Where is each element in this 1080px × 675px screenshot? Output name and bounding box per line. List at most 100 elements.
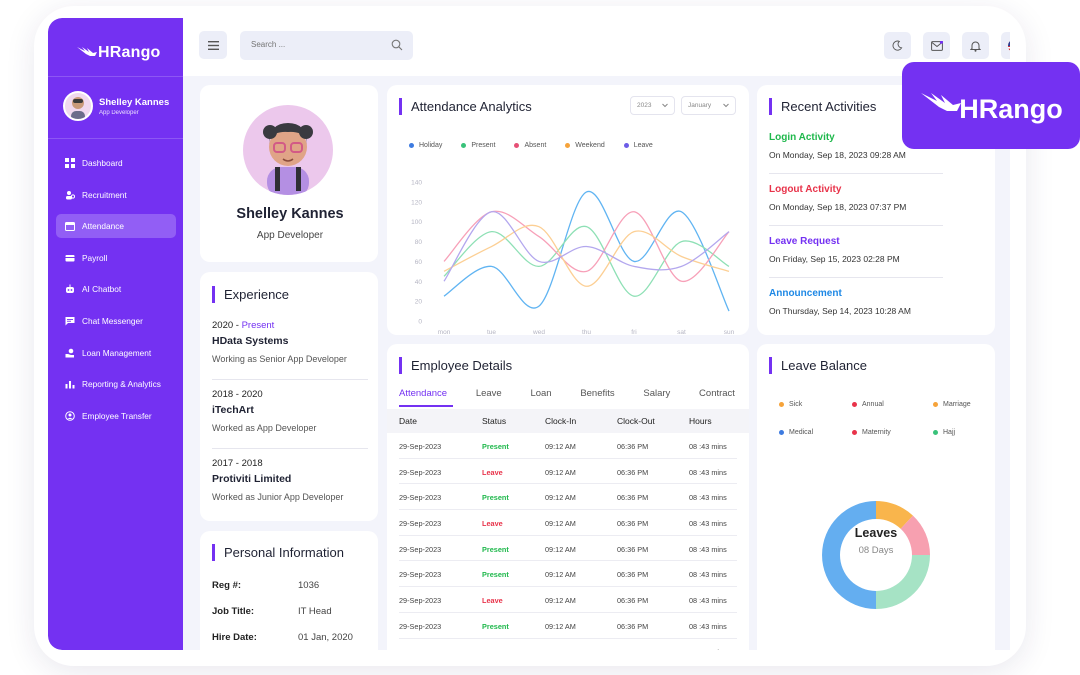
- leave-legend-item[interactable]: Hajj: [933, 429, 955, 436]
- sidebar-item-chat-messenger[interactable]: Chat Messenger: [56, 309, 176, 333]
- activity-item[interactable]: Leave Request On Friday, Sep 15, 2023 02…: [769, 236, 943, 264]
- experience-years-range: 2018 - 2020: [212, 389, 263, 400]
- attendance-line-chart: 140 120 100 80 60 40 20 0 mon tue wed thu fri sat sun: [411, 180, 735, 336]
- activity-item[interactable]: Login Activity On Monday, Sep 18, 2023 0…: [769, 132, 943, 160]
- theme-toggle-button[interactable]: [884, 32, 911, 59]
- calendar-icon: [65, 221, 75, 232]
- leave-legend-item[interactable]: Sick: [779, 401, 802, 408]
- cell-clock-out: 06:36 PM: [617, 596, 649, 606]
- legend-item[interactable]: Absent: [514, 142, 546, 149]
- leave-legend-item[interactable]: Maternity: [852, 429, 891, 436]
- donut-slice-blue[interactable]: [822, 501, 876, 609]
- personal-info-value: 1036: [298, 580, 320, 591]
- table-row[interactable]: 29-Sep-2023 Leave 09:12 AM 06:36 PM 08 :…: [399, 587, 737, 613]
- table-row[interactable]: 29-Sep-2023 Present 09:12 AM 06:36 PM 08…: [399, 433, 737, 459]
- column-header-hours[interactable]: Hours: [689, 416, 712, 426]
- experience-role: Worked as App Developer: [212, 423, 317, 433]
- sidebar-item-payroll[interactable]: Payroll: [56, 246, 176, 270]
- activity-time: On Monday, Sep 18, 2023 09:28 AM: [769, 150, 906, 160]
- sidebar-item-reporting-analytics[interactable]: Reporting & Analytics: [56, 372, 176, 396]
- x-tick-label: sun: [724, 329, 735, 335]
- cell-hours: 08 :43 mins: [689, 519, 727, 529]
- activity-time: On Monday, Sep 18, 2023 07:37 PM: [769, 202, 907, 212]
- sidebar-item-recruitment[interactable]: Recruitment: [56, 183, 176, 207]
- experience-years-range: 2017 - 2018: [212, 458, 263, 469]
- column-header-date[interactable]: Date: [399, 416, 417, 426]
- sidebar-item-loan-management[interactable]: Loan Management: [56, 341, 176, 365]
- sidebar-item-dashboard[interactable]: Dashboard: [56, 151, 176, 175]
- chevron-down-icon: [662, 103, 668, 108]
- donut-slice-green[interactable]: [876, 555, 930, 609]
- users-icon: [65, 190, 75, 200]
- donut-slice-orange[interactable]: [876, 501, 913, 529]
- cell-status: Present: [482, 621, 509, 631]
- tab-loan[interactable]: Loan: [530, 388, 552, 399]
- table-row[interactable]: 29-Sep-2023 Present 09:12 AM 06:36 PM 08…: [399, 484, 737, 511]
- sidebar-profile[interactable]: Shelley Kannes App Developer: [63, 91, 169, 121]
- cell-status: Leave: [482, 648, 503, 651]
- legend-label: Absent: [524, 142, 547, 149]
- notifications-button[interactable]: [962, 32, 989, 59]
- table-row[interactable]: 29-Sep-2023 Leave 09:12 AM 06:36 PM 08 :…: [399, 510, 737, 536]
- profile-role: App Developer: [256, 230, 324, 241]
- search-box[interactable]: [240, 31, 413, 60]
- table-row[interactable]: 29-Sep-2023 Leave 09:12 AM 06:36 PM 08 :…: [399, 459, 737, 485]
- activity-divider: [769, 225, 943, 226]
- tab-benefits[interactable]: Benefits: [580, 388, 615, 399]
- activity-item[interactable]: Logout Activity On Monday, Sep 18, 2023 …: [769, 184, 943, 212]
- leave-legend-item[interactable]: Marriage: [933, 401, 971, 408]
- table-row[interactable]: 29-Sep-2023 Present 09:12 AM 06:36 PM 08…: [399, 536, 737, 562]
- activity-item[interactable]: Announcement On Thursday, Sep 14, 2023 1…: [769, 288, 943, 316]
- year-select[interactable]: 2023: [630, 96, 675, 115]
- tab-leave[interactable]: Leave: [475, 388, 502, 399]
- sidebar-item-label: Recruitment: [82, 189, 127, 200]
- language-button[interactable]: [1001, 32, 1010, 59]
- legend-dot: [461, 143, 467, 148]
- legend-item[interactable]: Holiday: [409, 142, 442, 149]
- messages-button[interactable]: [923, 32, 950, 59]
- table-row[interactable]: 29-Sep-2023 Leave 09:12 AM 06:36 PM 08 :…: [399, 639, 737, 651]
- cell-status: Present: [482, 544, 509, 554]
- search-icon[interactable]: [391, 39, 403, 51]
- column-header-status[interactable]: Status: [482, 416, 507, 426]
- transfer-icon: [65, 410, 75, 421]
- activity-divider: [769, 173, 943, 174]
- legend-item[interactable]: Present: [461, 142, 495, 149]
- cell-clock-in: 09:12 AM: [545, 467, 576, 477]
- bar-chart-icon: [65, 379, 75, 389]
- table-row[interactable]: 29-Sep-2023 Present 09:12 AM 06:36 PM 08…: [399, 613, 737, 639]
- leave-legend-item[interactable]: Medical: [779, 429, 813, 436]
- loan-icon: [65, 348, 75, 358]
- sidebar-item-employee-transfer[interactable]: Employee Transfer: [56, 404, 176, 428]
- leave-legend-item[interactable]: Annual: [852, 401, 884, 408]
- brand-logo[interactable]: HRango: [76, 38, 161, 68]
- experience-years: 2017 - 2018: [212, 458, 368, 469]
- tab-contract[interactable]: Contract: [699, 388, 735, 399]
- badge-brand-name: HRango: [959, 94, 1063, 124]
- cell-hours: 08 :43 mins: [689, 596, 727, 606]
- wallet-icon: [65, 253, 75, 263]
- legend-label: Hajj: [943, 429, 956, 436]
- experience-role: Working as Senior App Developer: [212, 354, 347, 364]
- legend-item[interactable]: Weekend: [565, 142, 605, 149]
- leave-balance-title: Leave Balance: [769, 357, 867, 374]
- legend-dot: [623, 143, 629, 148]
- table-row[interactable]: 29-Sep-2023 Present 09:12 AM 06:36 PM 08…: [399, 561, 737, 588]
- experience-item: 2018 - 2020 iTechArt Worked as App Devel…: [212, 389, 368, 433]
- sidebar-item-attendance[interactable]: Attendance: [56, 214, 176, 239]
- moon-icon: [892, 40, 903, 51]
- cell-clock-out: 06:36 PM: [617, 648, 648, 651]
- sidebar-nav: Dashboard Recruitment Attendance Payroll AI …: [56, 151, 176, 435]
- month-select[interactable]: January: [681, 96, 736, 115]
- column-header-clock-in[interactable]: Clock-In: [545, 416, 577, 426]
- grid-icon: [65, 158, 75, 168]
- search-input[interactable]: [251, 40, 381, 49]
- column-header-clock-out[interactable]: Clock-Out: [617, 416, 655, 426]
- sidebar-item-ai-chatbot[interactable]: AI Chatbot: [56, 277, 176, 301]
- menu-toggle-button[interactable]: [199, 31, 227, 59]
- donut-slice-pink[interactable]: [900, 515, 930, 555]
- cell-clock-in: 09:12 AM: [545, 596, 576, 606]
- legend-item[interactable]: Leave: [623, 142, 653, 149]
- tab-salary[interactable]: Salary: [643, 388, 671, 399]
- tab-attendance[interactable]: Attendance: [399, 388, 448, 399]
